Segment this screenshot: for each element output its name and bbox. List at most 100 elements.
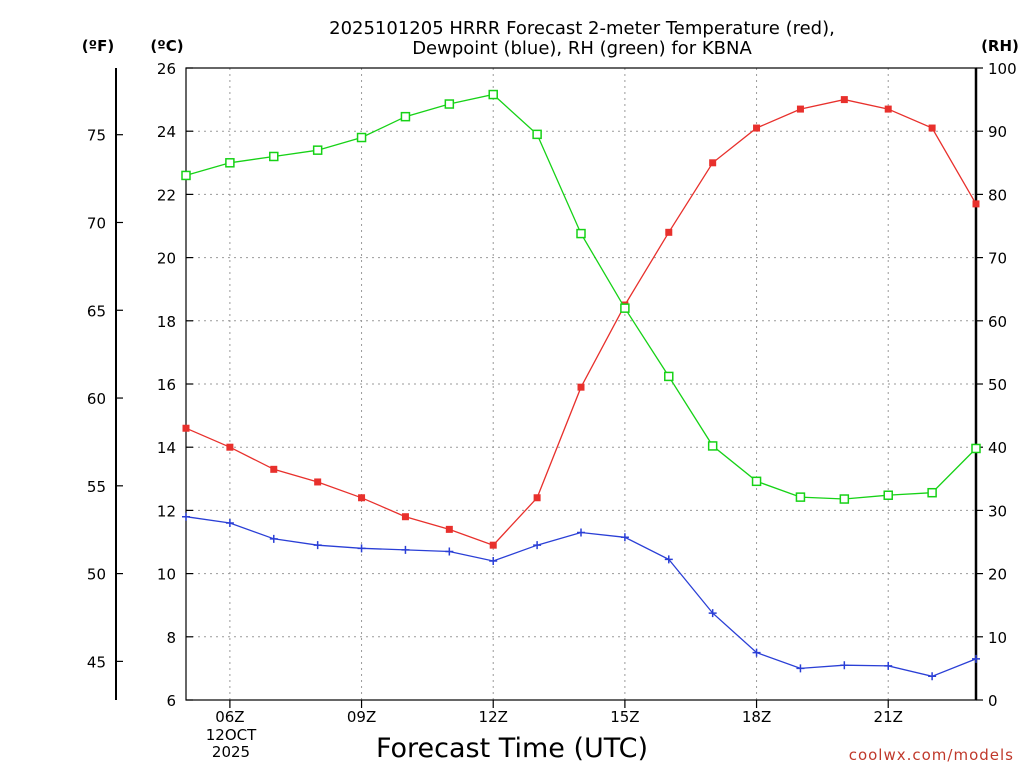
temperature-point	[753, 124, 761, 132]
celsius-tick-label: 10	[157, 566, 176, 584]
rh-point	[225, 158, 235, 168]
dewpoint-point	[445, 547, 454, 556]
temperature-point	[182, 424, 190, 432]
x-tick-label: 12Z	[479, 708, 508, 726]
dewpoint-point	[620, 533, 629, 542]
rh-point	[883, 490, 893, 500]
dewpoint-point	[664, 555, 673, 564]
fahrenheit-tick-label: 60	[87, 390, 106, 408]
temperature-point	[884, 105, 892, 113]
temperature-point	[270, 465, 278, 473]
data-series	[181, 89, 981, 681]
celsius-tick-label: 18	[157, 313, 176, 331]
rh-point	[181, 170, 191, 181]
x-tick-label: 06Z	[215, 708, 244, 726]
temperature-point	[796, 105, 804, 113]
rh-point	[707, 441, 718, 451]
credit-label: coolwx.com/models	[849, 746, 1014, 764]
rh-line	[185, 93, 977, 500]
rh-point	[488, 89, 498, 100]
rh-tick-label: 40	[988, 439, 1007, 457]
celsius-tick-label: 24	[157, 123, 176, 141]
rh-tick-label: 30	[988, 502, 1007, 520]
dewpoint-point	[269, 534, 278, 543]
temperature-point	[928, 124, 936, 132]
celsius-tick-label: 20	[157, 250, 176, 268]
rh-point	[400, 111, 411, 122]
x-tick-label: 21Z	[874, 708, 903, 726]
rh-point	[927, 487, 937, 498]
date-label-year: 2025	[212, 743, 250, 761]
dewpoint-point	[357, 544, 366, 553]
dewpoint-point	[708, 609, 717, 618]
temperature-point	[709, 159, 717, 167]
rh-point	[532, 129, 542, 140]
dewpoint-point	[752, 648, 761, 657]
axis-ticks: 6 8 10 12 14 16 18 20 22 24 26 45 50 55 60 65 70 75 0 10 20 3…	[87, 60, 1017, 726]
temperature-point	[577, 383, 585, 391]
celsius-tick-label: 12	[157, 502, 176, 520]
temperature-point	[489, 541, 497, 549]
rh-point	[664, 371, 674, 382]
rh-point	[356, 132, 367, 143]
rh-tick-label: 90	[988, 123, 1007, 141]
fahrenheit-unit-label: (ºF)	[82, 37, 114, 55]
chart-title: 2025101205 HRRR Forecast 2-meter Tempera…	[329, 18, 835, 59]
dewpoint-point	[182, 512, 190, 521]
rh-point	[751, 476, 762, 487]
fahrenheit-tick-label: 65	[87, 302, 106, 320]
dewpoint-point	[401, 545, 410, 554]
temperature-line	[185, 98, 977, 546]
temperature-point	[358, 494, 366, 502]
dewpoint-point	[313, 541, 322, 550]
celsius-tick-label: 14	[157, 439, 176, 457]
rh-point	[839, 494, 850, 504]
rh-tick-label: 0	[988, 692, 998, 710]
x-axis-label: Forecast Time (UTC)	[376, 733, 648, 764]
rh-point	[269, 151, 279, 162]
temperature-point	[840, 96, 848, 104]
celsius-unit-label: (ºC)	[150, 37, 183, 55]
celsius-tick-label: 6	[166, 692, 176, 710]
dewpoint-point	[884, 661, 893, 670]
temperature-point	[665, 228, 673, 236]
rh-tick-label: 70	[988, 250, 1007, 268]
temperature-point	[972, 200, 980, 208]
title-line-1: 2025101205 HRRR Forecast 2-meter Tempera…	[329, 18, 835, 39]
x-tick-label: 15Z	[610, 708, 639, 726]
dewpoint-point	[796, 664, 805, 673]
dewpoint-point	[972, 654, 980, 663]
temperature-point	[401, 513, 409, 521]
x-tick-label: 09Z	[347, 708, 376, 726]
temperature-point	[226, 443, 234, 451]
dewpoint-point	[577, 528, 585, 537]
celsius-tick-label: 22	[157, 186, 176, 204]
fahrenheit-tick-label: 55	[87, 478, 106, 496]
dewpoint-point	[489, 556, 498, 565]
celsius-tick-label: 8	[166, 629, 176, 647]
rh-point	[795, 492, 806, 502]
x-tick-label: 18Z	[742, 708, 771, 726]
rh-tick-label: 10	[988, 629, 1007, 647]
fahrenheit-tick-label: 70	[87, 214, 106, 232]
fahrenheit-tick-label: 75	[87, 127, 106, 145]
rh-point	[620, 303, 630, 313]
fahrenheit-tick-label: 45	[87, 653, 106, 671]
rh-unit-label: (RH)	[981, 37, 1019, 55]
rh-tick-label: 100	[988, 60, 1017, 78]
celsius-tick-label: 26	[157, 60, 176, 78]
date-label-day: 12OCT	[206, 726, 257, 744]
title-line-2: Dewpoint (blue), RH (green) for KBNA	[412, 38, 752, 59]
rh-point	[444, 99, 455, 109]
rh-tick-label: 80	[988, 186, 1007, 204]
dewpoint-point	[225, 519, 234, 528]
dewpoint-point	[533, 541, 542, 550]
temperature-point	[533, 494, 541, 502]
rh-tick-label: 20	[988, 566, 1007, 584]
dewpoint-point	[928, 672, 937, 681]
rh-tick-label: 60	[988, 313, 1007, 331]
celsius-tick-label: 16	[157, 376, 176, 394]
dewpoint-line	[185, 516, 977, 677]
temperature-point	[445, 525, 453, 533]
